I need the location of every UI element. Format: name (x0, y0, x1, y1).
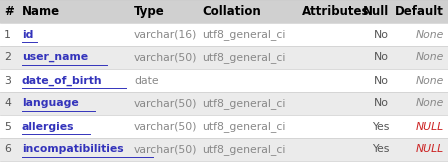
Text: utf8_general_ci: utf8_general_ci (202, 29, 285, 40)
Text: date_of_birth: date_of_birth (22, 75, 103, 86)
Text: No: No (374, 30, 389, 40)
Text: utf8_general_ci: utf8_general_ci (202, 121, 285, 132)
Text: No: No (374, 52, 389, 62)
Text: 1: 1 (4, 30, 11, 40)
Text: date: date (134, 75, 159, 86)
Text: NULL: NULL (416, 144, 444, 154)
Text: Type: Type (134, 5, 165, 18)
Bar (0, 69, 448, 92)
Text: NULL: NULL (416, 122, 444, 131)
Text: None: None (416, 99, 444, 109)
Bar (0, 46, 448, 69)
Text: Yes: Yes (372, 144, 389, 154)
Text: varchar(50): varchar(50) (134, 144, 198, 154)
Text: None: None (416, 52, 444, 62)
Text: utf8_general_ci: utf8_general_ci (202, 98, 285, 109)
Text: varchar(50): varchar(50) (134, 122, 198, 131)
Text: Name: Name (22, 5, 60, 18)
Text: None: None (416, 75, 444, 86)
Text: utf8_general_ci: utf8_general_ci (202, 52, 285, 63)
Bar (0, 23, 448, 46)
Text: varchar(16): varchar(16) (134, 30, 198, 40)
Text: language: language (22, 99, 79, 109)
Text: varchar(50): varchar(50) (134, 52, 198, 62)
Text: utf8_general_ci: utf8_general_ci (202, 144, 285, 155)
Text: #: # (4, 5, 14, 18)
Text: id: id (22, 30, 33, 40)
Bar (0, 138, 448, 161)
Text: 3: 3 (4, 75, 11, 86)
Text: user_name: user_name (22, 52, 88, 62)
Text: Default: Default (395, 5, 444, 18)
Text: No: No (374, 75, 389, 86)
Text: 6: 6 (4, 144, 11, 154)
Text: No: No (374, 99, 389, 109)
Bar (0, 115, 448, 138)
Bar (0, 92, 448, 115)
Text: Attributes: Attributes (302, 5, 370, 18)
Text: Yes: Yes (372, 122, 389, 131)
Bar (0, 0, 448, 23)
Text: varchar(50): varchar(50) (134, 99, 198, 109)
Text: 4: 4 (4, 99, 11, 109)
Text: 5: 5 (4, 122, 11, 131)
Text: None: None (416, 30, 444, 40)
Text: 2: 2 (4, 52, 11, 62)
Text: allergies: allergies (22, 122, 74, 131)
Text: Null: Null (363, 5, 389, 18)
Text: incompatibilities: incompatibilities (22, 144, 124, 154)
Text: Collation: Collation (202, 5, 261, 18)
